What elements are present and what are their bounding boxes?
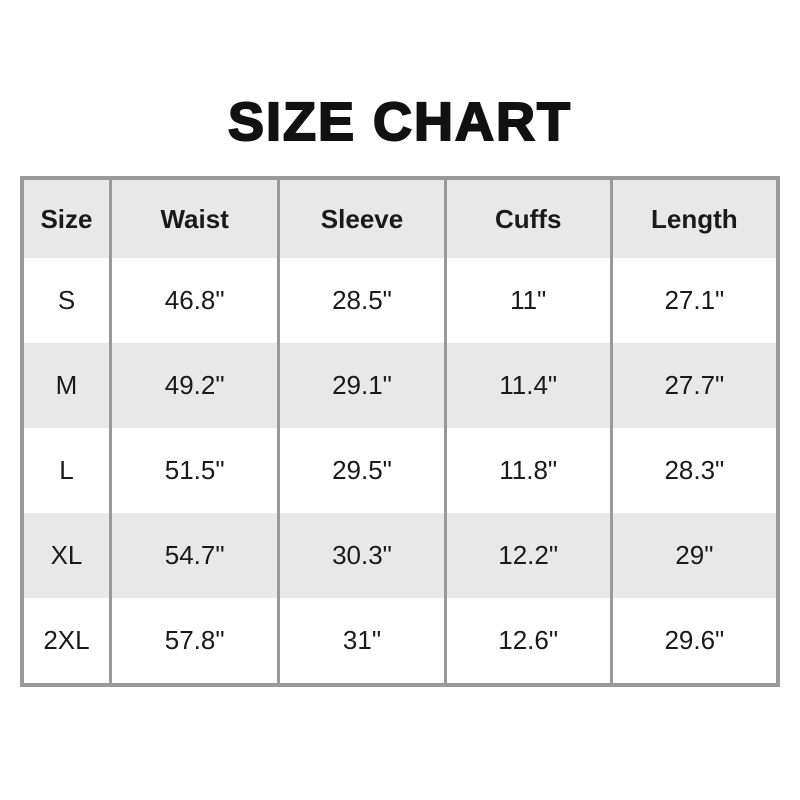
row-label-cell: 2XL bbox=[24, 598, 112, 683]
size-chart-table: Size Waist Sleeve Cuffs Length S 46.8" 28.5" 11"… bbox=[20, 176, 780, 687]
table-cell: 29.1" bbox=[280, 343, 447, 428]
table-cell: 27.7" bbox=[612, 343, 776, 428]
page-title: SIZE CHART bbox=[227, 92, 572, 152]
table-cell: 57.8" bbox=[111, 598, 281, 683]
table-cell: 49.2" bbox=[111, 343, 281, 428]
table-cell: 12.6" bbox=[446, 598, 613, 683]
table-cell: 11" bbox=[446, 258, 613, 343]
header-cell-sleeve: Sleeve bbox=[280, 180, 447, 258]
row-label-cell: M bbox=[24, 343, 112, 428]
table-cell: 54.7" bbox=[111, 513, 281, 598]
table-cell: 31" bbox=[280, 598, 447, 683]
table-cell: 28.5" bbox=[280, 258, 447, 343]
table-cell: 51.5" bbox=[111, 428, 281, 513]
header-cell-cuffs: Cuffs bbox=[446, 180, 613, 258]
row-label-cell: S bbox=[24, 258, 112, 343]
table-cell: 27.1" bbox=[612, 258, 776, 343]
header-cell-length: Length bbox=[612, 180, 776, 258]
table-cell: 11.4" bbox=[446, 343, 613, 428]
table-cell: 11.8" bbox=[446, 428, 613, 513]
table-cell: 29" bbox=[612, 513, 776, 598]
row-label-cell: L bbox=[24, 428, 112, 513]
table-cell: 30.3" bbox=[280, 513, 447, 598]
row-label-cell: XL bbox=[24, 513, 112, 598]
header-cell-size: Size bbox=[24, 180, 112, 258]
table-cell: 29.5" bbox=[280, 428, 447, 513]
table-cell: 46.8" bbox=[111, 258, 281, 343]
header-cell-waist: Waist bbox=[111, 180, 281, 258]
table-cell: 28.3" bbox=[612, 428, 776, 513]
table-cell: 12.2" bbox=[446, 513, 613, 598]
table-cell: 29.6" bbox=[612, 598, 776, 683]
